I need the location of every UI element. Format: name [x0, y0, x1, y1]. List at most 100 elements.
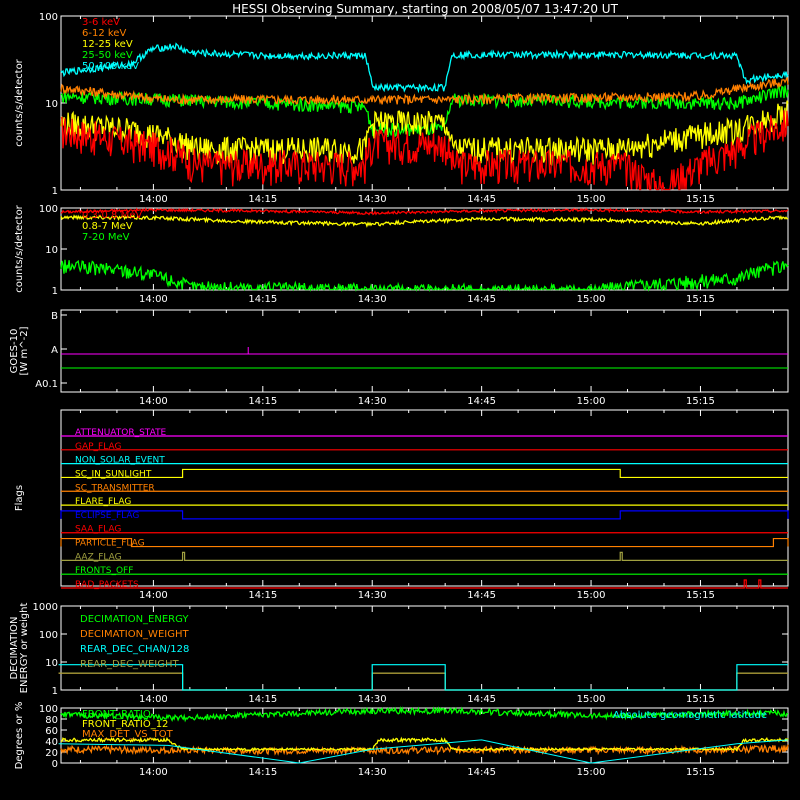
x-tick-label: 15:00 — [577, 294, 606, 305]
panel-frame — [60, 309, 789, 393]
panel-frame — [60, 707, 789, 764]
legend-entry: DECIMATION_ENERGY — [80, 614, 189, 625]
x-tick-label: 14:45 — [467, 194, 496, 205]
x-tick-label: 14:30 — [358, 294, 387, 305]
series-line — [60, 736, 789, 752]
y-tick-label: B — [51, 311, 58, 322]
series-line — [60, 110, 789, 192]
x-tick-label: 14:45 — [467, 694, 496, 705]
x-tick-label: 15:15 — [686, 396, 715, 407]
x-tick-label: 15:15 — [686, 194, 715, 205]
x-tick-label: 14:45 — [467, 767, 496, 778]
flag-label: BAD_PACKETS — [75, 580, 139, 590]
y-tick-label: 0 — [52, 759, 58, 770]
flag-trace — [60, 537, 789, 548]
series-line — [60, 214, 789, 228]
x-tick-label: 15:15 — [686, 590, 715, 601]
flag-trace — [61, 468, 788, 479]
flag-label: PARTICLE_FLAG — [75, 539, 145, 549]
y-axis-label: DECIMATION — [9, 616, 20, 679]
x-tick-label: 14:00 — [139, 294, 168, 305]
x-tick-label: 14:00 — [139, 194, 168, 205]
legend-entry: 25-50 keV — [82, 50, 133, 61]
y-tick-label: 100 — [39, 12, 58, 23]
legend-entry: 7-20 MeV — [82, 232, 130, 243]
decimation-trace — [58, 664, 788, 691]
y-axis-label: [W m^-2] — [19, 326, 30, 375]
flag-label: ATTENUATOR_STATE — [75, 428, 167, 438]
flag-label: GAP_FLAG — [75, 442, 121, 452]
panels-container: 14:00 14:15 14:30 14:45 15:00 15:15 counts/s/d… — [9, 12, 789, 778]
y-tick-label: 1 — [52, 286, 58, 297]
x-tick-label: 15:15 — [686, 767, 715, 778]
legend-entry: FRONT_RATIO — [82, 709, 151, 720]
y-axis-label: GOES-10 — [9, 329, 20, 374]
y-tick-label: 10 — [45, 245, 58, 256]
panel-frame — [60, 605, 789, 691]
x-tick-label: 14:30 — [358, 694, 387, 705]
panel-decimation: 14:00 14:15 14:30 14:45 15:00 15:15 DECIMATION… — [9, 602, 789, 705]
flag-label: NON_SOLAR_EVENT — [75, 456, 165, 466]
panel-gamma-counts: 14:00 14:15 14:30 14:45 15:00 15:15 counts/s/d… — [14, 204, 789, 305]
y-tick-label: 100 — [39, 204, 58, 215]
series-line — [60, 76, 789, 107]
x-tick-label: 15:15 — [686, 294, 715, 305]
x-tick-label: 14:15 — [248, 194, 277, 205]
legend-entry: REAR_DEC_WEIGHT — [80, 659, 179, 670]
legend-entry: 3-6 keV — [82, 17, 120, 28]
flag-label: AAZ_FLAG — [75, 552, 122, 562]
x-tick-label: 14:15 — [248, 294, 277, 305]
panel-xray-counts: 14:00 14:15 14:30 14:45 15:00 15:15 counts/s/d… — [14, 12, 789, 205]
y-axis-label: Degrees or % — [14, 702, 25, 770]
flag-label: SC_TRANSMITTER — [75, 483, 155, 493]
y-tick-label: A — [51, 345, 58, 356]
flag-trace — [61, 551, 788, 561]
series-line — [60, 42, 789, 94]
legend-entry: MAX_DET_VS_TOT — [82, 729, 174, 740]
x-tick-label: 15:15 — [686, 694, 715, 705]
x-tick-label: 14:30 — [358, 194, 387, 205]
geomagnetic-latitude-line — [58, 739, 789, 764]
x-tick-label: 14:00 — [139, 694, 168, 705]
x-tick-label: 14:30 — [358, 590, 387, 601]
panel-ratios: 14:00 14:15 14:30 14:45 15:00 15:15 Degrees or… — [14, 702, 789, 778]
x-tick-label: 14:15 — [248, 396, 277, 407]
y-tick-label: 10 — [45, 658, 58, 669]
series-line — [60, 259, 789, 293]
legend-entry: REAR_DEC_CHAN/128 — [80, 644, 189, 655]
y-tick-label: 100 — [39, 704, 58, 715]
x-tick-label: 15:00 — [577, 767, 606, 778]
series-line — [60, 207, 789, 216]
legend-entry: 6-12 keV — [82, 28, 126, 39]
x-tick-label: 14:45 — [467, 590, 496, 601]
x-tick-label: 14:30 — [358, 767, 387, 778]
legend-entry: 12-25 keV — [82, 39, 133, 50]
y-axis-label: ENERGY or weight — [19, 603, 30, 694]
chart-title: HESSI Observing Summary, starting on 200… — [232, 2, 618, 16]
flag-label: ECLIPSE_FLAG — [75, 511, 139, 521]
x-tick-label: 14:30 — [358, 396, 387, 407]
y-axis-label: counts/s/detector — [14, 58, 25, 146]
panel-goes: 14:00 14:15 14:30 14:45 15:00 15:15 GOES-10 [W … — [9, 309, 789, 407]
y-tick-label: 40 — [45, 737, 58, 748]
y-tick-label: 1 — [52, 686, 58, 697]
y-tick-label: 80 — [45, 715, 58, 726]
panel-flags: 14:00 14:15 14:30 14:45 15:00 15:15 Flags ATTEN… — [14, 409, 789, 601]
x-tick-label: 14:45 — [467, 294, 496, 305]
y-axis-label: counts/s/detector — [14, 204, 25, 292]
flag-label: FRONTS_OFF — [75, 566, 133, 576]
x-tick-label: 15:00 — [577, 194, 606, 205]
series-line — [60, 705, 788, 723]
flag-label: SC_IN_SUNLIGHT — [75, 469, 152, 479]
x-tick-label: 14:45 — [467, 396, 496, 407]
flag-label: FLARE_FLAG — [75, 497, 131, 507]
x-tick-label: 14:15 — [248, 694, 277, 705]
legend-entry: DECIMATION_WEIGHT — [80, 629, 189, 640]
flag-trace — [60, 510, 789, 520]
y-tick-label: 1 — [52, 186, 58, 197]
y-tick-label: 60 — [45, 726, 58, 737]
legend-entry: FRONT_RATIO_12 — [82, 719, 168, 730]
x-tick-label: 14:15 — [248, 767, 277, 778]
x-tick-label: 14:15 — [248, 590, 277, 601]
